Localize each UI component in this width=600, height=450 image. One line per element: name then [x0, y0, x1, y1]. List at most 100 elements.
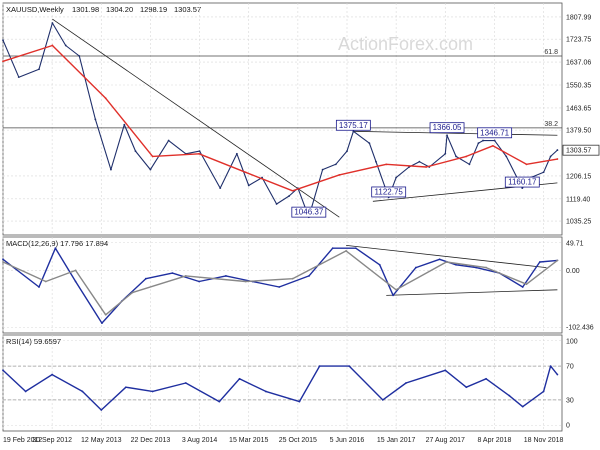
- ohlc-readout: 1301.98 1304.20 1298.19 1303.57: [72, 5, 201, 14]
- y-tick-label: 1379.50: [566, 128, 591, 135]
- data-point-ma: [425, 166, 428, 168]
- y-tick-label: 1637.06: [566, 60, 591, 67]
- data-point-macd: [378, 263, 381, 266]
- y-tick-label: 1119.40: [566, 196, 590, 203]
- data-point-macd: [414, 266, 417, 269]
- data-point-price: [149, 168, 152, 171]
- data-point-signal: [104, 313, 107, 316]
- trendline: [346, 244, 547, 268]
- x-tick-label: 25 Oct 2015: [279, 437, 317, 444]
- data-point-signal: [395, 288, 398, 291]
- data-point-rsi: [521, 405, 524, 408]
- data-point-ma: [525, 163, 528, 166]
- data-point-price: [321, 168, 324, 171]
- y-tick-label: 1463.65: [566, 105, 591, 112]
- data-point-rsi: [549, 365, 552, 368]
- data-point-macd: [438, 258, 441, 261]
- x-tick-label: 30 Sep 2012: [32, 437, 72, 444]
- data-point-ma: [104, 97, 107, 100]
- data-point-price: [275, 203, 278, 205]
- grid-layer: [2, 3, 562, 431]
- data-point-rsi: [184, 382, 187, 384]
- price-annotation-box: [429, 122, 465, 134]
- data-point-rsi: [542, 390, 545, 393]
- data-point-signal: [445, 261, 448, 263]
- data-point-macd: [101, 322, 103, 325]
- data-point-rsi: [100, 409, 103, 411]
- data-point-price: [51, 22, 54, 24]
- ohlc-close: 1303.57: [174, 5, 201, 14]
- data-point-price: [38, 68, 40, 71]
- series-line-signal: [2, 250, 558, 316]
- data-point-signal: [525, 283, 528, 286]
- data-point-macd: [308, 275, 310, 277]
- data-point-ma: [556, 158, 559, 160]
- watermark: ActionForex.com: [338, 34, 473, 54]
- data-point-signal: [131, 291, 134, 294]
- fib-level-label: 38.2: [544, 121, 558, 128]
- macd-panel-title: MACD(12,26,9) 17.796 17.894: [6, 239, 108, 248]
- data-point-rsi: [485, 377, 487, 380]
- data-point-ma: [151, 155, 154, 158]
- data-point-macd: [538, 261, 541, 263]
- data-point-ma: [385, 163, 388, 166]
- data-point-macd: [2, 258, 4, 261]
- data-point-price: [64, 44, 67, 47]
- data-point-macd: [455, 263, 457, 266]
- current-price-box: [562, 144, 600, 156]
- data-point-rsi: [81, 390, 84, 393]
- data-point-price: [352, 130, 355, 133]
- x-tick-label: 15 Jan 2017: [377, 437, 416, 444]
- data-point-rsi: [2, 369, 4, 372]
- price-annotation-label: 1046.37: [294, 208, 323, 217]
- data-point-price: [368, 142, 371, 145]
- y-tick-label: 100: [566, 338, 578, 345]
- data-point-price: [444, 152, 447, 155]
- data-point-macd: [54, 247, 57, 250]
- data-point-ma: [2, 60, 4, 63]
- data-point-rsi: [298, 400, 301, 403]
- data-point-signal: [345, 250, 348, 252]
- data-point-macd: [38, 286, 40, 288]
- price-annotation-label: 1122.75: [375, 187, 404, 196]
- data-point-signal: [556, 259, 559, 262]
- data-point-price: [288, 195, 290, 197]
- data-point-macd: [331, 247, 334, 250]
- data-point-price: [94, 118, 97, 121]
- data-point-ma: [198, 152, 201, 155]
- data-point-price: [556, 149, 559, 151]
- rsi-panel-title: RSI(14) 59.6597: [6, 337, 61, 346]
- data-point-rsi: [405, 382, 407, 384]
- y-tick-label: 0.00: [566, 268, 580, 275]
- x-tick-label: 15 Mar 2015: [229, 437, 268, 444]
- data-point-price: [549, 155, 552, 158]
- data-point-ma: [291, 189, 294, 192]
- data-point-price: [477, 142, 480, 145]
- data-point-rsi: [318, 365, 321, 368]
- trendline: [52, 18, 340, 218]
- data-point-price: [375, 160, 377, 163]
- data-point-price: [395, 176, 398, 179]
- data-point-price: [134, 150, 137, 153]
- fib-level-label: 61.8: [544, 49, 558, 56]
- data-point-macd: [278, 286, 281, 288]
- data-point-ma: [51, 44, 54, 47]
- data-point-rsi: [238, 377, 241, 380]
- series-line-ma: [2, 44, 558, 192]
- data-point-ma: [244, 171, 247, 174]
- data-point-rsi: [444, 369, 447, 372]
- data-point-price: [446, 134, 448, 137]
- data-point-macd: [354, 247, 357, 250]
- data-point-price: [235, 152, 238, 155]
- data-point-macd: [171, 272, 174, 275]
- data-point-rsi: [124, 386, 127, 389]
- data-point-signal: [2, 261, 4, 263]
- data-point-rsi: [381, 398, 384, 401]
- y-tick-label: 1035.25: [566, 219, 591, 226]
- x-tick-label: 8 Apr 2018: [477, 437, 511, 444]
- ohlc-open: 1301.98: [72, 5, 99, 14]
- price-annotation-box: [291, 206, 327, 218]
- data-point-macd: [392, 294, 394, 297]
- x-tick-label: 3 Aug 2014: [182, 437, 218, 444]
